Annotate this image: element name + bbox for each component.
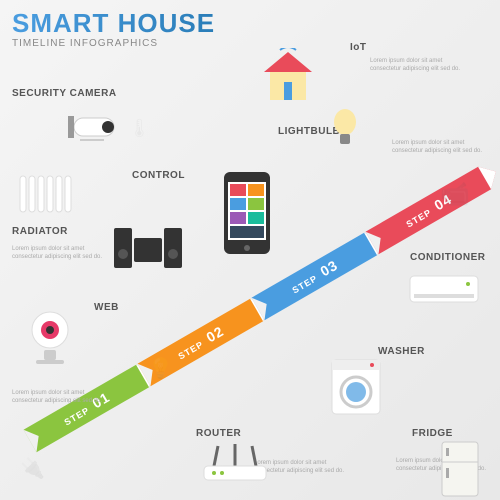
smartphone-icon <box>222 170 272 256</box>
label-fridge: FRIDGE <box>412 428 453 439</box>
label-web: WEB <box>94 302 119 313</box>
lightbulb-icon <box>330 108 360 148</box>
bg-icon-1: 💡 <box>148 356 173 381</box>
blurb-1: Lorem ipsum dolor sit amet consectetur a… <box>392 140 492 156</box>
blurb-2: Lorem ipsum dolor sit amet consectetur a… <box>12 246 112 262</box>
bg-icon-2: 🔌 <box>20 456 45 481</box>
webcam-icon <box>26 310 74 366</box>
label-washer: WASHER <box>378 346 425 357</box>
step-arrow-4: STEP 04 <box>366 167 492 255</box>
washer-icon <box>330 358 382 416</box>
label-radiator: RADIATOR <box>12 226 68 237</box>
speakers-icon <box>112 224 184 272</box>
router-icon <box>200 444 270 484</box>
fridge-icon <box>440 440 480 498</box>
house-icon <box>260 48 316 104</box>
security-camera-icon <box>68 110 130 150</box>
air-conditioner-icon <box>408 274 480 310</box>
radiator-icon <box>16 172 72 216</box>
label-iot: IoT <box>350 42 367 53</box>
bg-icon-0: 📹 <box>440 180 470 209</box>
label-router: ROUTER <box>196 428 241 439</box>
blurb-3: Lorem ipsum dolor sit amet consectetur a… <box>12 390 112 406</box>
bg-icon-3: 🌡 <box>128 118 151 139</box>
label-conditioner: CONDITIONER <box>410 252 486 263</box>
main-title: SMART HOUSE <box>12 8 215 39</box>
infographic-canvas: SMART HOUSE TIMELINE INFOGRAPHICS STEP 0… <box>0 0 500 500</box>
subtitle: TIMELINE INFOGRAPHICS <box>12 38 158 49</box>
label-security_camera: SECURITY CAMERA <box>12 88 117 99</box>
step-arrow-1: STEP 01 <box>24 365 150 453</box>
blurb-0: Lorem ipsum dolor sit amet consectetur a… <box>370 58 470 74</box>
label-control: CONTROL <box>132 170 185 181</box>
